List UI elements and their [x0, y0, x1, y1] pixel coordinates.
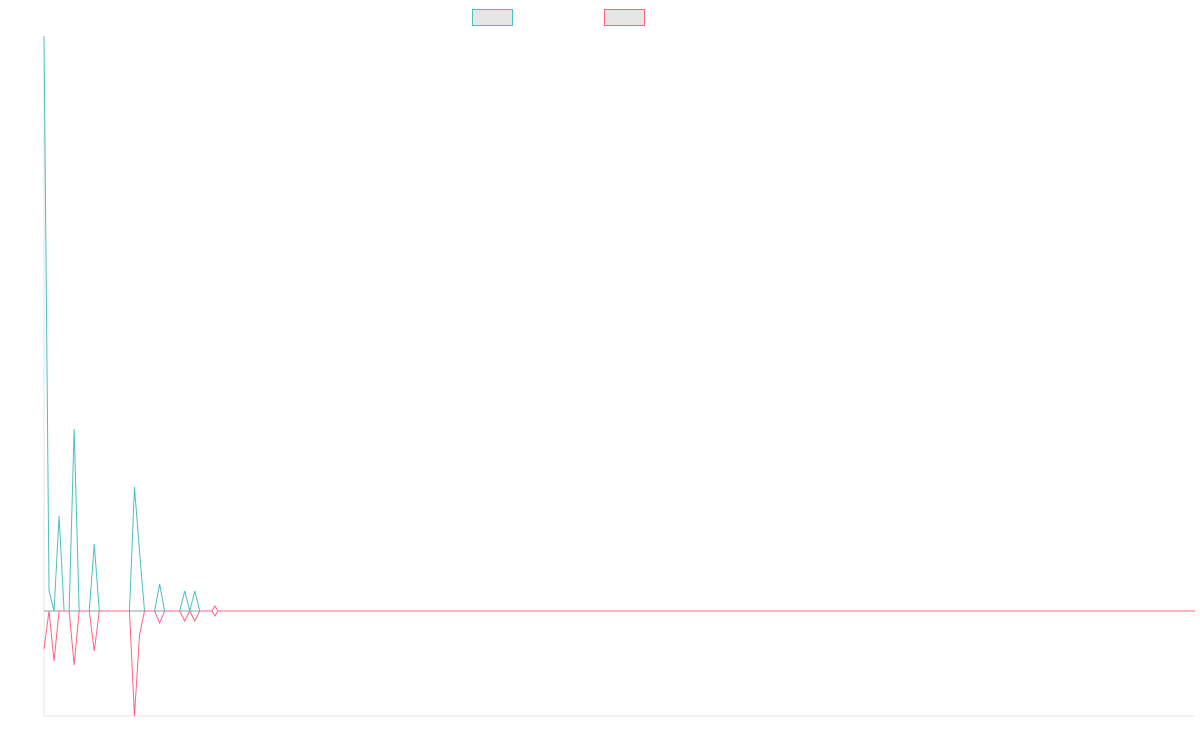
legend — [472, 9, 645, 26]
series-marker — [211, 605, 219, 617]
series-line-2 — [43, 609, 1195, 717]
series-line-1 — [43, 35, 1195, 612]
legend-swatch-1 — [472, 9, 513, 26]
series-layer — [43, 35, 1195, 717]
legend-swatch-2 — [604, 9, 645, 26]
